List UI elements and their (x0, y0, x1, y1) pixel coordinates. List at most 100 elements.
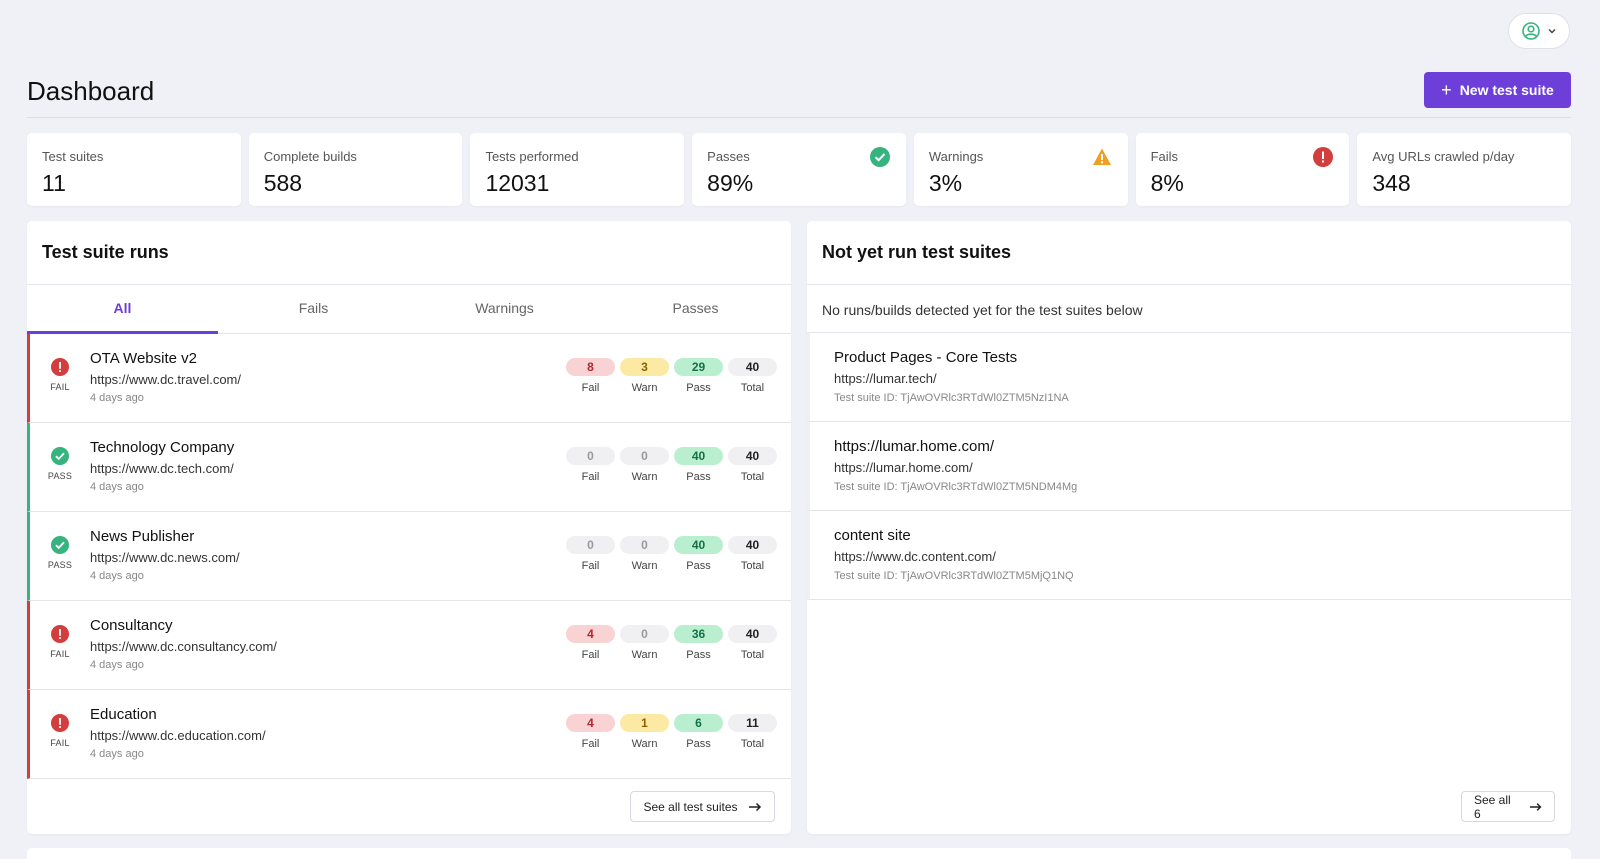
plus-icon: + (1441, 80, 1452, 100)
status-text: PASS (47, 471, 73, 481)
stat-label: Warnings (928, 149, 984, 164)
total-count: 11 (728, 714, 777, 732)
see-all-6-button[interactable]: See all 6 (1461, 791, 1555, 822)
total-count: 40 (728, 358, 777, 376)
run-date: 4 days ago (90, 570, 144, 582)
arrow-right-icon (748, 802, 761, 811)
run-metrics: 8 Fail 3 Warn 29 Pass 40 Total (566, 358, 777, 394)
pass-count: 6 (674, 714, 723, 732)
status-text: FAIL (50, 382, 70, 392)
panel-title: Not yet run test suites (807, 221, 1571, 285)
total-label: Total (740, 649, 765, 661)
user-menu-button[interactable] (1508, 13, 1570, 49)
see-all-test-suites-button[interactable]: See all test suites (630, 791, 775, 822)
pass-count: 40 (674, 447, 723, 465)
run-name[interactable]: Consultancy (90, 617, 173, 634)
pass-label: Pass (686, 649, 711, 661)
not-yet-run-panel: Not yet run test suites No runs/builds d… (807, 221, 1571, 834)
suite-name[interactable]: https://lumar.home.com/ (834, 438, 995, 455)
pass-count: 40 (674, 536, 723, 554)
fail-count: 0 (566, 536, 615, 554)
status-text: FAIL (50, 738, 70, 748)
total-count: 40 (728, 447, 777, 465)
stat-value: 89% (707, 170, 754, 196)
run-date: 4 days ago (90, 659, 144, 671)
status-text: PASS (47, 560, 73, 570)
run-name[interactable]: OTA Website v2 (90, 350, 197, 367)
tab-warnings[interactable]: Warnings (475, 300, 534, 316)
stat-value: 12031 (485, 170, 550, 196)
tab-passes[interactable]: Passes (672, 300, 719, 316)
run-url: https://www.dc.travel.com/ (90, 372, 241, 387)
run-name[interactable]: Education (90, 706, 157, 723)
fail-label: Fail (581, 382, 600, 394)
run-url: https://www.dc.news.com/ (90, 550, 240, 565)
stat-value: 348 (1372, 170, 1411, 196)
pass-count: 29 (674, 358, 723, 376)
run-row[interactable]: FAIL OTA Website v2 https://www.dc.trave… (27, 334, 791, 423)
warn-label: Warn (631, 382, 658, 394)
test-suite-runs-panel: Test suite runs All Fails Warnings Passe… (27, 221, 791, 834)
suite-id: Test suite ID: TjAwOVRlc3RTdWl0ZTM5NDM4M… (834, 481, 1078, 493)
warn-label: Warn (631, 560, 658, 572)
suite-url: https://www.dc.content.com/ (834, 549, 996, 564)
stat-value: 8% (1150, 170, 1184, 196)
suite-name[interactable]: Product Pages - Core Tests (834, 349, 1018, 366)
run-metrics: 0 Fail 0 Warn 40 Pass 40 Total (566, 447, 777, 483)
total-label: Total (740, 738, 765, 750)
new-test-suite-label: New test suite (1459, 82, 1554, 98)
run-row[interactable]: PASS Technology Company https://www.dc.t… (27, 423, 791, 512)
warn-count: 0 (620, 447, 669, 465)
run-row[interactable]: PASS News Publisher https://www.dc.news.… (27, 512, 791, 601)
error-circle-icon (51, 358, 69, 376)
new-test-suite-button[interactable]: + New test suite (1424, 72, 1571, 108)
run-name[interactable]: News Publisher (90, 528, 195, 545)
run-date: 4 days ago (90, 392, 144, 404)
user-avatar-icon (1522, 22, 1540, 40)
warn-label: Warn (631, 471, 658, 483)
stat-label: Fails (1150, 149, 1179, 164)
warn-count: 0 (620, 536, 669, 554)
see-all-label: See all 6 (1474, 792, 1511, 821)
total-label: Total (740, 382, 765, 394)
stat-card-avg-urls: Avg URLs crawled p/day 348 (1357, 133, 1572, 206)
run-metrics: 4 Fail 1 Warn 6 Pass 11 Total (566, 714, 777, 750)
run-url: https://www.dc.tech.com/ (90, 461, 234, 476)
fail-count: 4 (566, 714, 615, 732)
tab-fails[interactable]: Fails (298, 300, 329, 316)
suite-row[interactable]: content site https://www.dc.content.com/… (807, 511, 1571, 600)
status-indicator: FAIL (43, 625, 77, 659)
fail-count: 0 (566, 447, 615, 465)
run-name[interactable]: Technology Company (90, 439, 235, 456)
suite-id: Test suite ID: TjAwOVRlc3RTdWl0ZTM5NzI1N… (834, 392, 1069, 404)
stat-card-complete-builds: Complete builds 588 (248, 133, 463, 206)
status-indicator: FAIL (43, 358, 77, 392)
run-row[interactable]: FAIL Consultancy https://www.dc.consulta… (27, 601, 791, 690)
status-indicator: FAIL (43, 714, 77, 748)
fail-label: Fail (581, 738, 600, 750)
warn-label: Warn (631, 738, 658, 750)
error-circle-icon (1313, 147, 1334, 167)
error-circle-icon (51, 625, 69, 643)
fail-label: Fail (581, 471, 600, 483)
run-url: https://www.dc.education.com/ (90, 728, 266, 743)
check-circle-icon (51, 536, 69, 554)
stat-card-fails: Fails 8% (1135, 133, 1350, 206)
suite-row[interactable]: https://lumar.home.com/ https://lumar.ho… (807, 422, 1571, 511)
stats-row: Test suites 11 Complete builds 588 Tests… (27, 133, 1572, 206)
run-row[interactable]: FAIL Education https://www.dc.education.… (27, 690, 791, 779)
arrow-right-icon (1529, 802, 1542, 811)
suite-name[interactable]: content site (834, 527, 911, 544)
fail-count: 4 (566, 625, 615, 643)
stat-label: Test suites (42, 149, 104, 164)
stat-card-passes: Passes 89% (692, 133, 906, 206)
pass-count: 36 (674, 625, 723, 643)
stat-card-test-suites: Test suites 11 (27, 133, 241, 206)
warn-count: 1 (620, 714, 669, 732)
suite-row[interactable]: Product Pages - Core Tests https://lumar… (807, 333, 1571, 422)
stat-card-warnings: Warnings 3% (913, 133, 1128, 206)
page-title: Dashboard (27, 76, 155, 106)
page-header: Dashboard + New test suite (27, 72, 1571, 118)
stat-label: Passes (707, 149, 750, 164)
tab-all[interactable]: All (27, 285, 218, 334)
